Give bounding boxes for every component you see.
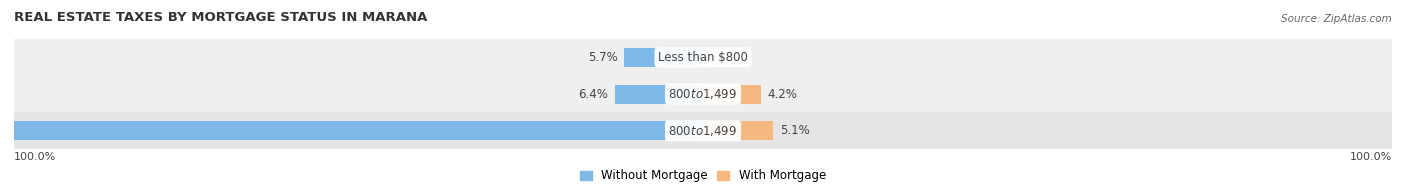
Text: 100.0%: 100.0%: [14, 152, 56, 162]
Legend: Without Mortgage, With Mortgage: Without Mortgage, With Mortgage: [581, 169, 825, 182]
Bar: [624, 48, 703, 67]
Bar: [14, 113, 1392, 149]
Text: Source: ZipAtlas.com: Source: ZipAtlas.com: [1281, 14, 1392, 24]
Bar: [14, 76, 1392, 113]
Text: 5.7%: 5.7%: [588, 51, 617, 64]
Text: $800 to $1,499: $800 to $1,499: [668, 87, 738, 101]
Bar: [703, 121, 773, 140]
Text: REAL ESTATE TAXES BY MORTGAGE STATUS IN MARANA: REAL ESTATE TAXES BY MORTGAGE STATUS IN …: [14, 11, 427, 24]
Bar: [14, 39, 1392, 76]
Text: Less than $800: Less than $800: [658, 51, 748, 64]
Text: 4.2%: 4.2%: [768, 88, 797, 101]
Bar: [703, 48, 707, 67]
Text: 6.4%: 6.4%: [578, 88, 607, 101]
Text: $800 to $1,499: $800 to $1,499: [668, 124, 738, 138]
Text: 0.3%: 0.3%: [714, 51, 744, 64]
Bar: [614, 84, 703, 104]
Bar: [703, 84, 761, 104]
Bar: [0, 121, 703, 140]
Text: 5.1%: 5.1%: [780, 124, 810, 137]
Text: 100.0%: 100.0%: [1350, 152, 1392, 162]
